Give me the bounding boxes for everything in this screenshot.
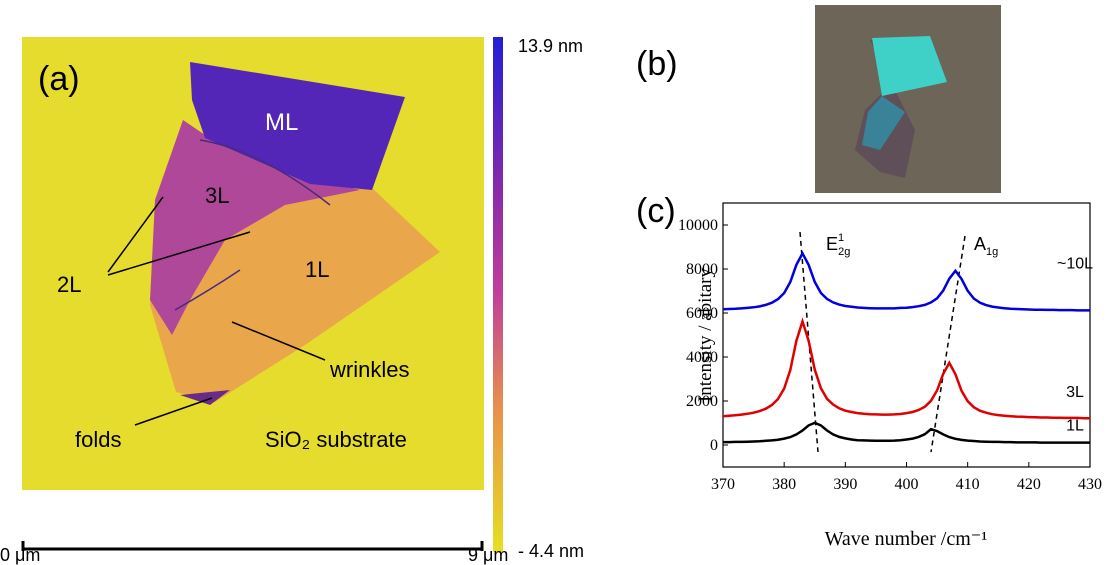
annotation: wrinkles xyxy=(329,357,409,382)
y-axis-label: Intensity / abitary xyxy=(695,267,716,402)
peak-label-sub: 1g xyxy=(986,246,998,258)
colorbar xyxy=(493,37,503,552)
series-line xyxy=(723,321,1090,418)
peak-label-sup: 1 xyxy=(838,232,844,244)
peak-label-text: E xyxy=(826,234,838,254)
peak-label-sub: 2g xyxy=(838,246,850,258)
y-tick-label: 8000 xyxy=(686,261,718,278)
annotation: folds xyxy=(75,427,121,452)
scale-end: 9 μm xyxy=(468,545,508,565)
peak-label: A1g xyxy=(974,234,998,258)
peak-shift-lines xyxy=(800,232,965,452)
series-line xyxy=(723,423,1090,443)
y-tick-label: 2000 xyxy=(686,393,718,410)
series-label: 3L xyxy=(1066,384,1084,401)
y-tick-label: 4000 xyxy=(686,349,718,366)
panel-label: (a) xyxy=(38,60,80,98)
x-tick-label: 380 xyxy=(772,476,796,493)
x-tick-label: 410 xyxy=(956,476,980,493)
y-tick-label: 6000 xyxy=(686,305,718,322)
region-label: 3L xyxy=(205,183,229,208)
colorbar-min: - 4.4 nm xyxy=(518,541,584,561)
region-label: ML xyxy=(265,109,298,136)
series-label: 1L xyxy=(1066,418,1084,435)
y-tick-label: 0 xyxy=(710,437,718,454)
x-tick-label: 370 xyxy=(711,476,735,493)
series-label: ~10L xyxy=(1057,255,1093,272)
region-label: 1L xyxy=(305,257,329,282)
peak-label-text: A xyxy=(974,234,986,254)
x-axis-label: Wave number /cm⁻¹ xyxy=(825,528,988,550)
series-line xyxy=(723,253,1090,310)
peak-label: E1 2g xyxy=(826,232,850,258)
afm-image xyxy=(22,37,484,490)
plot-frame xyxy=(723,203,1090,467)
optical-image xyxy=(815,5,1001,193)
colorbar-max: 13.9 nm xyxy=(518,36,583,56)
x-tick-label: 390 xyxy=(833,476,857,493)
panel-label: (c) xyxy=(636,192,676,230)
scale-start: 0 μm xyxy=(0,545,40,565)
annotation: SiO₂ substrate xyxy=(265,427,407,452)
figure: (a) ML 3L 2L 1L wrinkles folds SiO₂ subs… xyxy=(0,0,1117,565)
scale-bar xyxy=(22,541,483,551)
region-label: 2L xyxy=(57,272,81,297)
x-tick-label: 420 xyxy=(1017,476,1041,493)
y-tick-label: 10000 xyxy=(678,217,718,234)
x-tick-label: 430 xyxy=(1078,476,1102,493)
panel-label: (b) xyxy=(636,45,678,83)
x-tick-label: 400 xyxy=(895,476,919,493)
